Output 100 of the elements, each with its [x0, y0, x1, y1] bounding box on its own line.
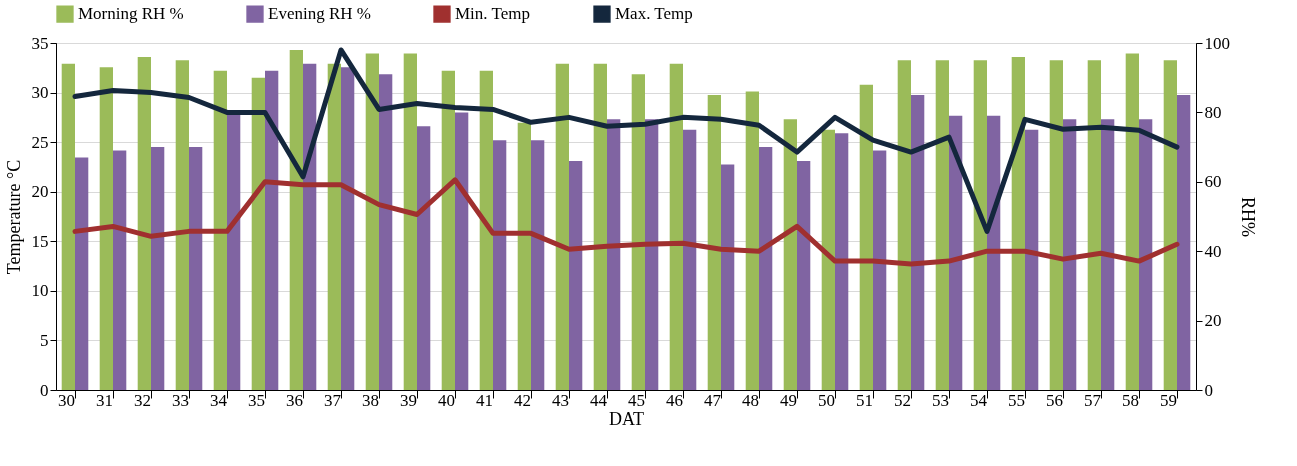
bar: [441, 70, 455, 390]
bar: [455, 112, 469, 390]
x-tick-label: 39: [400, 390, 417, 410]
x-tick-label: 51: [856, 390, 873, 410]
bar: [783, 119, 797, 390]
bar: [973, 60, 987, 390]
x-tick-label: 48: [742, 390, 759, 410]
bar: [189, 147, 203, 390]
x-tick-label: 30: [58, 390, 75, 410]
y-tick-label: 15: [31, 231, 49, 251]
bar: [1049, 60, 1063, 390]
bar: [721, 164, 735, 390]
bar: [75, 157, 89, 390]
bar: [417, 126, 431, 390]
y-tick-label: 0: [40, 380, 49, 400]
bar: [949, 115, 963, 390]
bar: [175, 60, 189, 390]
bar: [1087, 60, 1101, 390]
bar: [493, 140, 507, 390]
bar: [745, 91, 759, 390]
x-tick-label: 35: [248, 390, 265, 410]
x-tick-label: 33: [172, 390, 189, 410]
bar: [1163, 60, 1177, 390]
x-tick-label: 31: [96, 390, 113, 410]
bar: [835, 133, 849, 390]
bar: [607, 119, 621, 390]
y-tick-label: 30: [31, 83, 49, 103]
bar: [113, 150, 127, 390]
y-tick-label: 20: [31, 182, 49, 202]
bar: [365, 53, 379, 390]
x-tick-label: 56: [1046, 390, 1063, 410]
y2-tick-label: 80: [1204, 102, 1222, 122]
bar: [645, 119, 659, 390]
x-tick-label: 34: [210, 390, 228, 410]
bar: [1011, 56, 1025, 390]
bar: [631, 74, 645, 390]
x-tick-label: 53: [932, 390, 949, 410]
x-tick-label: 50: [818, 390, 835, 410]
x-tick-label: 32: [134, 390, 151, 410]
bar: [531, 140, 545, 390]
y2-tick-label: 20: [1204, 311, 1222, 331]
bar: [1139, 119, 1153, 390]
bar: [707, 95, 721, 390]
bar: [1025, 129, 1039, 390]
bar: [227, 112, 241, 390]
bar: [341, 67, 355, 390]
y-tick-label: 5: [40, 330, 49, 350]
bar: [265, 70, 279, 390]
bar: [151, 147, 165, 390]
x-tick-label: 57: [1084, 390, 1102, 410]
legend-label: Morning RH %: [78, 4, 184, 24]
x-tick-label: 49: [780, 390, 797, 410]
bar: [593, 63, 607, 390]
bar: [251, 77, 265, 390]
y-tick-label: 10: [31, 281, 49, 301]
x-tick-label: 44: [590, 390, 608, 410]
bar: [213, 70, 227, 390]
bar: [1125, 53, 1139, 390]
bar: [859, 84, 873, 390]
bar: [569, 160, 583, 390]
x-tick-label: 58: [1122, 390, 1139, 410]
y-tick-label: 25: [31, 132, 49, 152]
bar: [759, 147, 773, 390]
y2-tick-label: 40: [1204, 241, 1222, 261]
bar: [289, 49, 303, 390]
x-tick-label: 52: [894, 390, 911, 410]
legend-label: Max. Temp: [615, 4, 693, 24]
legend-label: Min. Temp: [455, 4, 530, 24]
y-tick-label: 35: [31, 33, 49, 53]
y2-tick-label: 60: [1204, 172, 1222, 192]
x-tick-label: 37: [324, 390, 342, 410]
bar: [797, 160, 811, 390]
bar: [873, 150, 887, 390]
x-tick-label: 45: [628, 390, 645, 410]
bar: [379, 74, 393, 390]
bar: [517, 122, 531, 390]
x-tick-label: 54: [970, 390, 988, 410]
x-tick-label: 42: [514, 390, 531, 410]
bar: [61, 63, 75, 390]
bar: [935, 60, 949, 390]
y2-axis-title: RH%: [1238, 197, 1258, 237]
bar: [479, 70, 493, 390]
x-tick-label: 55: [1008, 390, 1025, 410]
x-tick-label: 43: [552, 390, 569, 410]
bar: [897, 60, 911, 390]
y2-tick-label: 0: [1204, 380, 1213, 400]
x-tick-label: 47: [704, 390, 722, 410]
bar: [303, 63, 317, 390]
bar: [911, 95, 925, 390]
x-tick-label: 59: [1160, 390, 1177, 410]
bar: [987, 115, 1001, 390]
bar: [327, 63, 341, 390]
x-axis-title: DAT: [609, 408, 644, 429]
bar: [137, 56, 151, 390]
y-axis-title: Temperature °C: [3, 159, 24, 275]
bar: [555, 63, 569, 390]
bar: [669, 63, 683, 390]
x-tick-label: 46: [666, 390, 683, 410]
bar: [683, 129, 697, 390]
legend-label: Evening RH %: [268, 4, 371, 24]
